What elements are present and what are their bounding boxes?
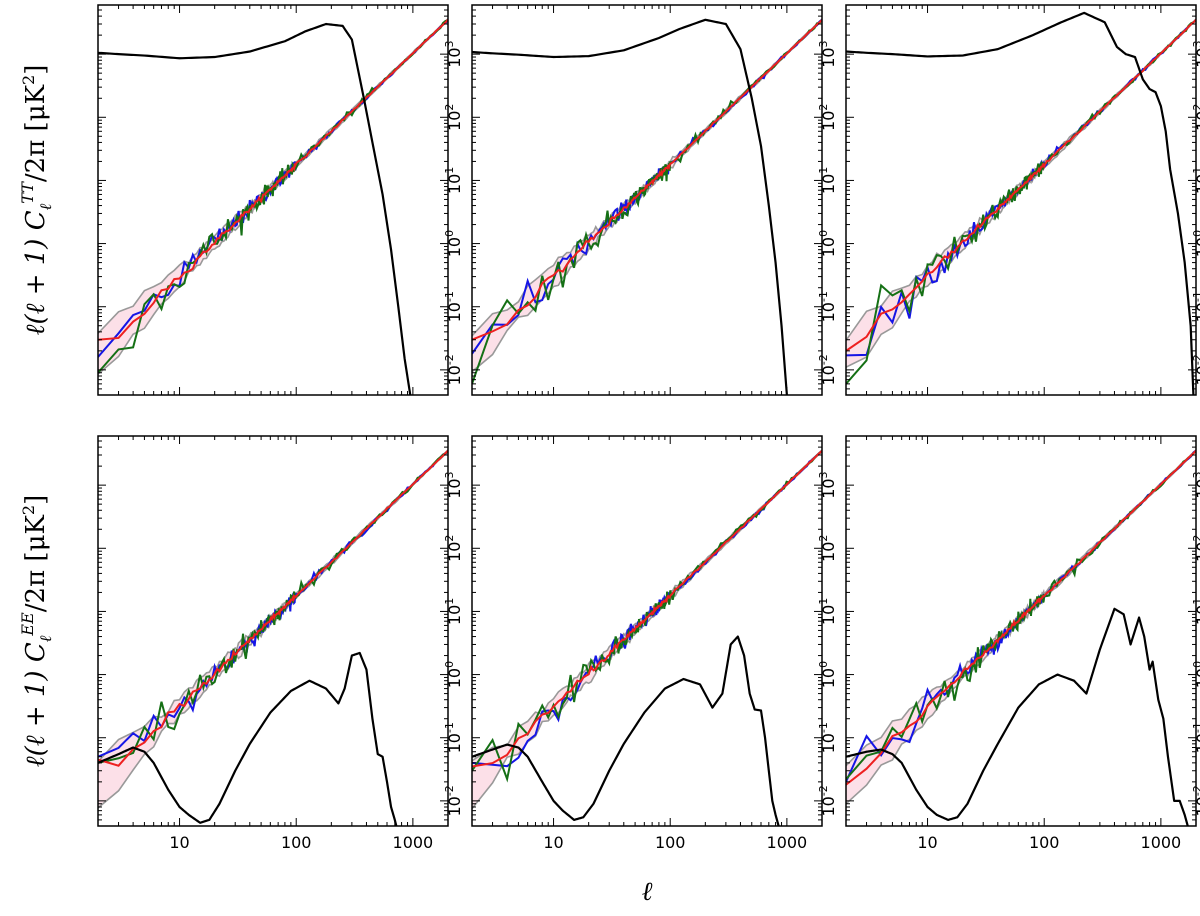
panels: 10-2 10-1 100 101 102 103 10-2 10-1 100 101 102 103… (97, 4, 1200, 852)
y-tick-label: 102 (443, 104, 464, 131)
gray-lower-line (98, 450, 448, 809)
x-tick-label: 1000 (393, 833, 434, 852)
x-tick-label: 100 (281, 833, 312, 852)
plot-area (846, 11, 1196, 395)
y-tick-label: 101 (817, 598, 838, 625)
y-tick-label: 100 (1191, 230, 1200, 257)
x-tick-label: 10 (917, 833, 937, 852)
y-tick-label: 10-1 (1191, 722, 1200, 753)
y-tick-label: 101 (443, 598, 464, 625)
y-axis-label-ee: ℓ(ℓ + 1) CℓEE/2π [μK2] (18, 495, 55, 767)
y-tick-label: 103 (817, 471, 838, 498)
y-tick-label: 10-2 (1191, 354, 1200, 385)
y-tick-label: 10-1 (817, 291, 838, 322)
red-line (846, 19, 1196, 352)
y-tick-label: 10-2 (1191, 785, 1200, 816)
x-tick-label: 1000 (1141, 833, 1182, 852)
red-line (472, 19, 822, 341)
gray-lower-line (472, 19, 822, 373)
panel-tt-1: 10-2 10-1 100 101 102 103 (97, 4, 464, 396)
red-line (472, 450, 822, 768)
y-tick-label: 10-1 (817, 722, 838, 753)
x-tick-label: 100 (655, 833, 686, 852)
y-tick-label: 100 (817, 230, 838, 257)
theory-spectrum-curve (98, 651, 398, 826)
y-tick-label: 103 (443, 471, 464, 498)
panel-ee-3: 10-2 10-1 100 101 102 103 10 100 1000 (845, 435, 1200, 852)
x-tick-label: 10 (543, 833, 563, 852)
red-line (98, 449, 448, 767)
panel-ee-1: 10-2 10-1 100 101 102 103 10 100 1000 (97, 435, 464, 852)
plot-area (98, 449, 448, 826)
gray-upper-line (846, 449, 1196, 767)
y-tick-label: 103 (1191, 40, 1200, 67)
y-tick-label: 101 (817, 167, 838, 194)
plot-area (472, 449, 822, 826)
gray-upper-line (98, 449, 448, 763)
gray-upper-line (472, 18, 822, 337)
variance-band (98, 450, 448, 808)
y-tick-label: 10-1 (443, 291, 464, 322)
y-tick-label: 100 (1191, 661, 1200, 688)
x-axis-label: ℓ (642, 877, 653, 907)
x-tick-label: 100 (1029, 833, 1060, 852)
y-tick-label: 10-2 (443, 785, 464, 816)
y-tick-label: 10-2 (443, 354, 464, 385)
y-tick-label: 101 (1191, 598, 1200, 625)
panel-ee-2: 10-2 10-1 100 101 102 103 10 100 1000 (471, 435, 838, 852)
plot-area (98, 18, 448, 395)
y-tick-label: 101 (443, 167, 464, 194)
red-line (846, 449, 1196, 786)
red-line (98, 18, 448, 341)
theory-spectrum-curve (846, 11, 1195, 395)
gray-lower-line (98, 20, 448, 375)
y-tick-label: 103 (1191, 471, 1200, 498)
panel-frame (471, 435, 823, 827)
panel-tt-2: 10-2 10-1 100 101 102 103 (471, 4, 838, 396)
plot-area (472, 18, 822, 395)
y-tick-label: 102 (1191, 104, 1200, 131)
y-tick-label: 10-2 (817, 785, 838, 816)
y-tick-label: 100 (443, 661, 464, 688)
y-axis-label-tt: ℓ(ℓ + 1) CℓTT/2π [μK2] (18, 65, 55, 336)
theory-spectrum-curve (98, 22, 412, 395)
theory-spectrum-curve (846, 607, 1189, 826)
y-tick-label: 102 (443, 535, 464, 562)
y-tick-label: 102 (817, 104, 838, 131)
panel-frame (471, 4, 823, 396)
y-tick-label: 102 (817, 535, 838, 562)
gray-upper-line (472, 449, 822, 762)
y-tick-label: 100 (443, 230, 464, 257)
panel-frame (97, 435, 449, 827)
plot-area (846, 449, 1196, 826)
theory-spectrum-curve (472, 635, 780, 826)
panel-tt-3: 10-2 10-1 100 101 102 103 (845, 4, 1200, 396)
y-tick-label: 103 (817, 40, 838, 67)
y-tick-label: 10-1 (1191, 291, 1200, 322)
y-tick-label: 100 (817, 661, 838, 688)
theory-spectrum-curve (472, 18, 788, 395)
panel-frame (845, 4, 1197, 396)
green-line (472, 19, 822, 385)
x-tick-label: 10 (169, 833, 189, 852)
y-tick-label: 101 (1191, 167, 1200, 194)
x-tick-label: 1000 (767, 833, 808, 852)
green-line (846, 19, 1196, 385)
panel-frame (845, 435, 1197, 827)
y-tick-label: 103 (443, 40, 464, 67)
green-line (472, 450, 822, 783)
y-tick-label: 10-1 (443, 722, 464, 753)
gray-lower-line (846, 450, 1196, 805)
y-tick-label: 10-2 (817, 354, 838, 385)
axis-labels: ℓ(ℓ + 1) CℓTT/2π [μK2] ℓ(ℓ + 1) CℓEE/2π [… (18, 65, 653, 907)
panel-frame (97, 4, 449, 396)
y-tick-label: 102 (1191, 535, 1200, 562)
